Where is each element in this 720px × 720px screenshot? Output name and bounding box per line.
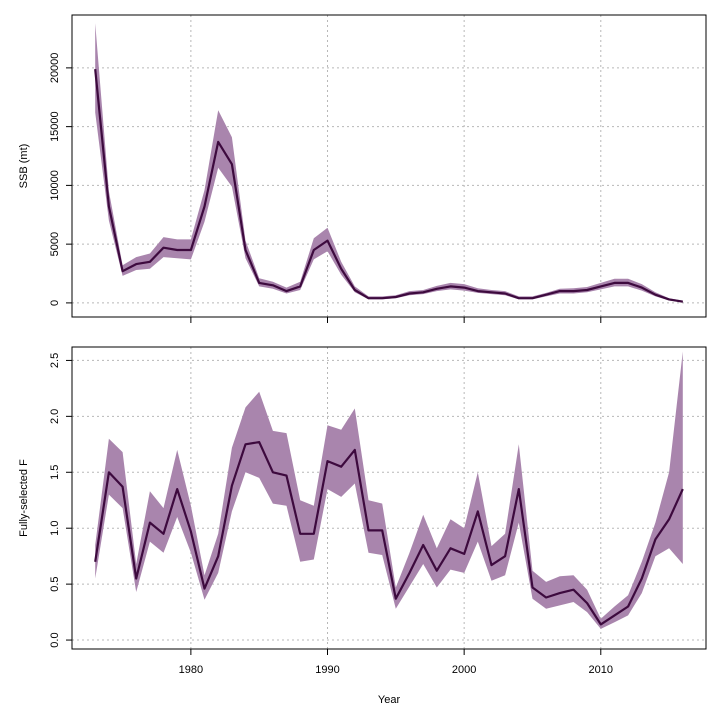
f-line-layer: [94, 441, 684, 626]
f-x-axis: 1980 1990 2000 2010: [179, 649, 613, 676]
f-confidence-band: [95, 351, 683, 629]
f-ytick-label-0: 0.0: [49, 632, 61, 647]
ssb-y-axis-label: SSB (mt): [18, 144, 30, 189]
f-ytick-label-3: 1.5: [49, 465, 61, 480]
ssb-plot-frame: [71, 14, 707, 318]
ssb-ytick-label-0: 0: [49, 300, 61, 306]
f-ytick-label-1: 0.5: [49, 576, 61, 591]
ssb-ytick-label-1: 5000: [49, 232, 61, 256]
ssb-ytick-label-3: 15000: [49, 111, 61, 142]
ssb-y-axis: 0 5000 10000 15000 20000: [49, 53, 72, 306]
f-estimate-line: [94, 441, 684, 626]
ssb-estimate-line: [94, 68, 683, 303]
f-confidence-band-layer: [95, 351, 683, 629]
f-y-axis-label: Fully-selected F: [18, 459, 30, 537]
ssb-panel: 0 5000 10000 15000 20000 SSB (mt): [18, 14, 707, 323]
f-plot-frame: [71, 346, 707, 650]
ssb-x-axis: [190, 317, 602, 323]
ssb-grid: [72, 15, 706, 317]
xtick-label-2: 2000: [452, 664, 476, 676]
ssb-confidence-band: [95, 23, 683, 303]
xtick-label-1: 1990: [315, 664, 339, 676]
xtick-label-0: 1980: [179, 664, 203, 676]
ssb-confidence-band-layer: [95, 23, 683, 303]
ssb-ytick-label-2: 10000: [49, 170, 61, 201]
f-grid: [72, 347, 706, 649]
ssb-line-layer: [94, 68, 683, 303]
f-ytick-label-4: 2.0: [49, 409, 61, 424]
ssb-ytick-label-4: 20000: [49, 53, 61, 84]
xtick-label-3: 2010: [589, 664, 613, 676]
f-panel: 0.0 0.5 1.0 1.5 2.0 2.5 1980 1990 2000 2010 Full…: [18, 346, 707, 676]
x-axis-label: Year: [378, 694, 401, 706]
f-ytick-label-5: 2.5: [49, 353, 61, 368]
f-y-axis: 0.0 0.5 1.0 1.5 2.0 2.5: [49, 353, 72, 648]
f-ytick-label-2: 1.0: [49, 521, 61, 536]
